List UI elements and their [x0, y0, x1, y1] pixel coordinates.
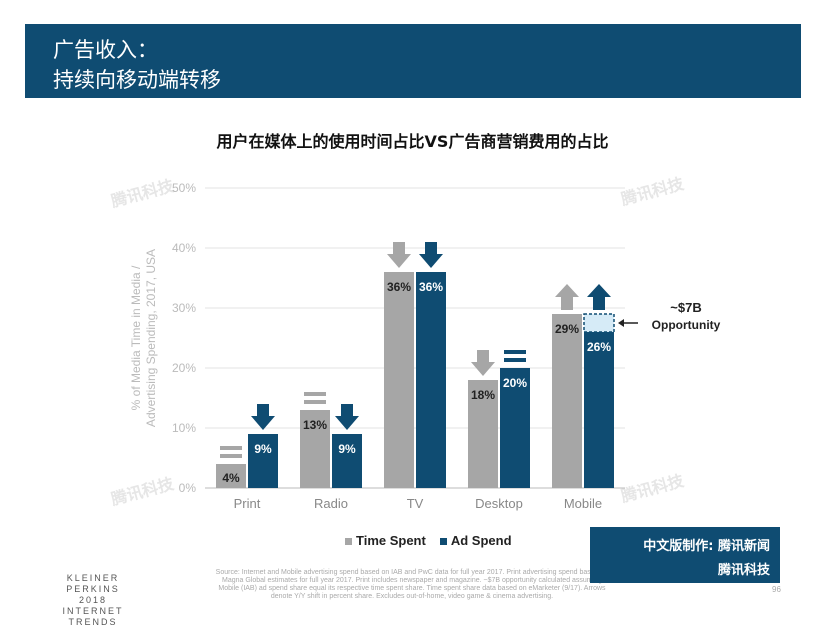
x-tick-label: Mobile	[564, 496, 602, 511]
tencent-badge: 中文版制作: 腾讯新闻 腾讯科技	[590, 527, 780, 583]
y-tick-label: 20%	[172, 361, 196, 375]
down-arrow-icon	[471, 350, 495, 376]
legend-time-spent: Time Spent	[345, 533, 426, 548]
flat-arrow-icon	[504, 350, 526, 354]
data-label: 9%	[338, 442, 356, 456]
bar	[584, 332, 614, 488]
data-label: 29%	[555, 322, 579, 336]
bar	[384, 272, 414, 488]
up-arrow-icon	[587, 284, 611, 310]
down-arrow-icon	[335, 404, 359, 430]
data-label: 18%	[471, 388, 495, 402]
annotation-label: Opportunity	[652, 318, 721, 332]
x-tick-label: Desktop	[475, 496, 523, 511]
opportunity-box	[583, 313, 615, 333]
x-tick-label: Print	[234, 496, 261, 511]
data-label: 13%	[303, 418, 327, 432]
header-title-line2: 持续向移动端转移	[53, 68, 221, 92]
x-tick-label: Radio	[314, 496, 348, 511]
flat-arrow-icon	[504, 358, 526, 362]
opportunity-arrowhead-icon	[618, 319, 624, 327]
bar	[332, 434, 362, 488]
legend: Time Spent Ad Spend	[345, 533, 512, 548]
kpcb-logo: KLEINER PERKINS 2018 INTERNET TRENDS	[62, 573, 124, 627]
annotation-value: ~$7B	[670, 300, 701, 315]
flat-arrow-icon	[304, 400, 326, 404]
down-arrow-icon	[387, 242, 411, 268]
flat-arrow-icon	[220, 446, 242, 450]
bar	[416, 272, 446, 488]
chart-title: 用户在媒体上的使用时间占比VS广告商营销费用的占比	[216, 132, 609, 151]
flat-arrow-icon	[304, 392, 326, 396]
x-tick-label: TV	[407, 496, 424, 511]
bar	[500, 368, 530, 488]
header-title-line1: 广告收入：	[53, 38, 158, 62]
bar	[216, 464, 246, 488]
legend-ad-spend: Ad Spend	[439, 533, 512, 548]
data-label: 9%	[254, 442, 272, 456]
y-tick-label: 40%	[172, 241, 196, 255]
data-label: 26%	[587, 340, 611, 354]
y-tick-label: 0%	[179, 481, 197, 495]
bar	[552, 314, 582, 488]
y-axis-label: % of Media Time in Media /	[129, 265, 143, 410]
up-arrow-icon	[555, 284, 579, 310]
y-tick-label: 10%	[172, 421, 196, 435]
page-number: 96	[772, 585, 781, 594]
y-axis-label: Advertising Spending, 2017, USA	[144, 249, 158, 427]
bar	[300, 410, 330, 488]
bar	[468, 380, 498, 488]
down-arrow-icon	[251, 404, 275, 430]
data-label: 20%	[503, 376, 527, 390]
y-tick-label: 30%	[172, 301, 196, 315]
source-note: Source: Internet and Mobile advertising …	[215, 569, 609, 600]
data-label: 36%	[419, 280, 443, 294]
data-label: 4%	[222, 471, 240, 485]
down-arrow-icon	[419, 242, 443, 268]
header-banner: 广告收入： 持续向移动端转移	[25, 24, 801, 98]
data-label: 36%	[387, 280, 411, 294]
bar	[248, 434, 278, 488]
y-tick-label: 50%	[172, 181, 196, 195]
flat-arrow-icon	[220, 454, 242, 458]
